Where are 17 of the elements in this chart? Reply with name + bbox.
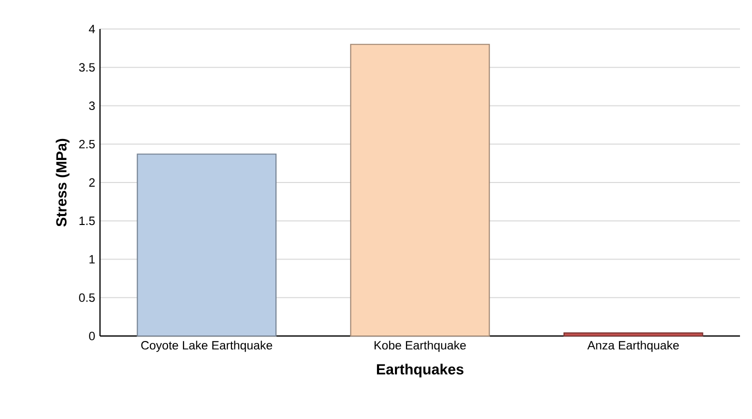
bar <box>136 154 277 337</box>
x-tick-label: Anza Earthquake <box>587 340 679 352</box>
x-tick-label: Kobe Earthquake <box>374 340 466 352</box>
x-axis-title: Earthquakes <box>376 364 464 378</box>
y-tick-label: 3 <box>89 101 95 110</box>
bar <box>563 332 704 337</box>
bar <box>350 44 490 337</box>
y-axis-title: Stress (MPa) <box>56 138 70 227</box>
x-tick-label: Coyote Lake Earthquake <box>141 340 272 352</box>
y-tick-label: 3.5 <box>79 63 95 72</box>
y-tick-label: 1 <box>90 255 95 264</box>
y-tick-label: 0.5 <box>79 293 95 302</box>
y-tick-label: 0 <box>89 332 95 340</box>
y-tick-label: 4 <box>88 24 95 34</box>
y-tick-label: 1.5 <box>80 216 95 226</box>
y-tick-label: 2 <box>89 178 95 187</box>
y-tick-label: 2.5 <box>79 140 95 148</box>
